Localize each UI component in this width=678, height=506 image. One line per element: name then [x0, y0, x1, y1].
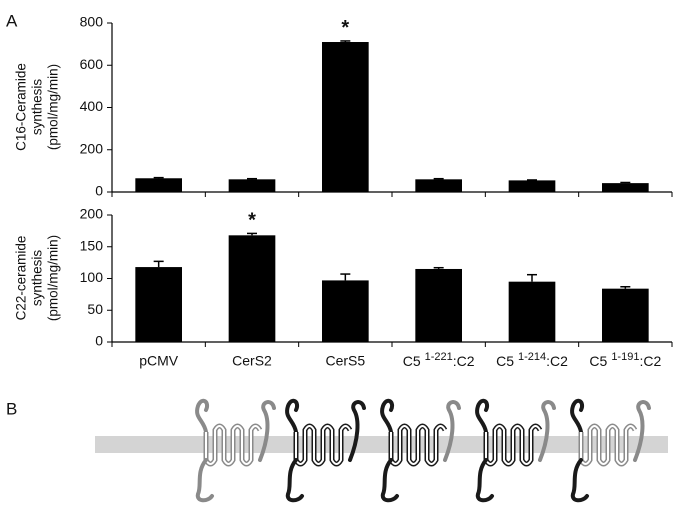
- panel-label: A: [6, 11, 18, 30]
- bar: [602, 183, 649, 192]
- protein-tm-core: [581, 426, 635, 464]
- figure: A B 0200400600800C16-Ceramidesynthesis(p…: [0, 0, 678, 506]
- bar: [322, 280, 369, 342]
- y-tick-label: 200: [80, 140, 104, 156]
- y-axis-title: C16-Ceramide: [14, 63, 29, 151]
- y-tick-label: 800: [80, 14, 104, 30]
- y-axis-title: C22-ceramide: [14, 236, 29, 321]
- y-tick-label: 400: [80, 98, 104, 114]
- y-axis-title: (pmol/mg/min): [46, 235, 61, 321]
- label-part: :C2: [639, 353, 661, 369]
- y-tick-label: 150: [80, 237, 104, 253]
- bar: [322, 42, 369, 192]
- y-tick-label: 50: [87, 301, 103, 317]
- bar: [415, 269, 462, 342]
- label-part: :C2: [546, 353, 568, 369]
- label-superscript: 1-191: [611, 351, 639, 363]
- x-tick-label: CerS2: [232, 353, 272, 369]
- bar: [229, 179, 276, 192]
- protein-tm-core: [296, 426, 350, 464]
- y-tick-label: 0: [95, 183, 103, 199]
- bar: [415, 179, 462, 192]
- bar: [135, 267, 182, 342]
- protein-n-term: [572, 401, 582, 432]
- label-part: C5: [589, 353, 607, 369]
- label-superscript: 1-214: [518, 351, 546, 363]
- protein-tm-core: [486, 426, 540, 464]
- bar: [229, 235, 276, 342]
- y-axis-title: synthesis: [30, 250, 45, 307]
- label-part: C5: [496, 353, 514, 369]
- significance-marker: *: [248, 210, 256, 232]
- significance-marker: *: [341, 17, 349, 39]
- bar: [509, 282, 556, 342]
- label-part: :C2: [453, 353, 475, 369]
- x-tick-label: C5 1-191:C2: [589, 351, 661, 369]
- y-axis-title: (pmol/mg/min): [46, 64, 61, 150]
- bar: [135, 178, 182, 192]
- protein-tm-core: [206, 426, 260, 464]
- y-axis-title: synthesis: [30, 79, 45, 136]
- page: {"panel_labels": ["A", "B"], "chart_data…: [0, 0, 678, 506]
- protein-n-term: [197, 401, 207, 432]
- x-tick-label: C5 1-221:C2: [403, 351, 475, 369]
- x-tick-label: C5 1-214:C2: [496, 351, 568, 369]
- label-part: C5: [403, 353, 421, 369]
- y-tick-label: 0: [95, 333, 103, 349]
- bar: [509, 180, 556, 192]
- protein-n-term: [287, 401, 297, 432]
- label-superscript: 1-221: [425, 351, 453, 363]
- bar: [602, 289, 649, 342]
- x-tick-label: pCMV: [139, 353, 179, 369]
- y-tick-label: 200: [80, 206, 104, 222]
- protein-tm-core: [391, 426, 445, 464]
- y-tick-label: 100: [80, 269, 104, 285]
- y-tick-label: 600: [80, 56, 104, 72]
- panel-label: B: [6, 399, 17, 418]
- protein-n-term: [477, 401, 487, 432]
- x-tick-label: CerS5: [325, 353, 365, 369]
- protein-n-term: [382, 401, 392, 432]
